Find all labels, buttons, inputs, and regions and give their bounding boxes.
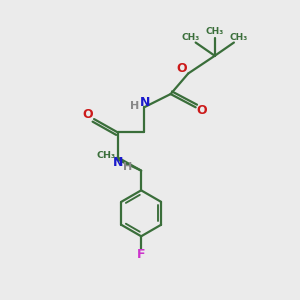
Text: O: O — [176, 61, 187, 75]
Text: H: H — [123, 162, 133, 172]
Text: CH₃: CH₃ — [182, 33, 200, 42]
Text: F: F — [137, 248, 146, 261]
Text: CH₃: CH₃ — [206, 27, 224, 36]
Text: N: N — [113, 156, 123, 169]
Text: CH₃: CH₃ — [230, 33, 248, 42]
Text: CH₃: CH₃ — [96, 151, 116, 160]
Text: O: O — [82, 108, 93, 121]
Text: N: N — [140, 95, 150, 109]
Text: H: H — [130, 101, 139, 111]
Text: O: O — [197, 104, 207, 117]
